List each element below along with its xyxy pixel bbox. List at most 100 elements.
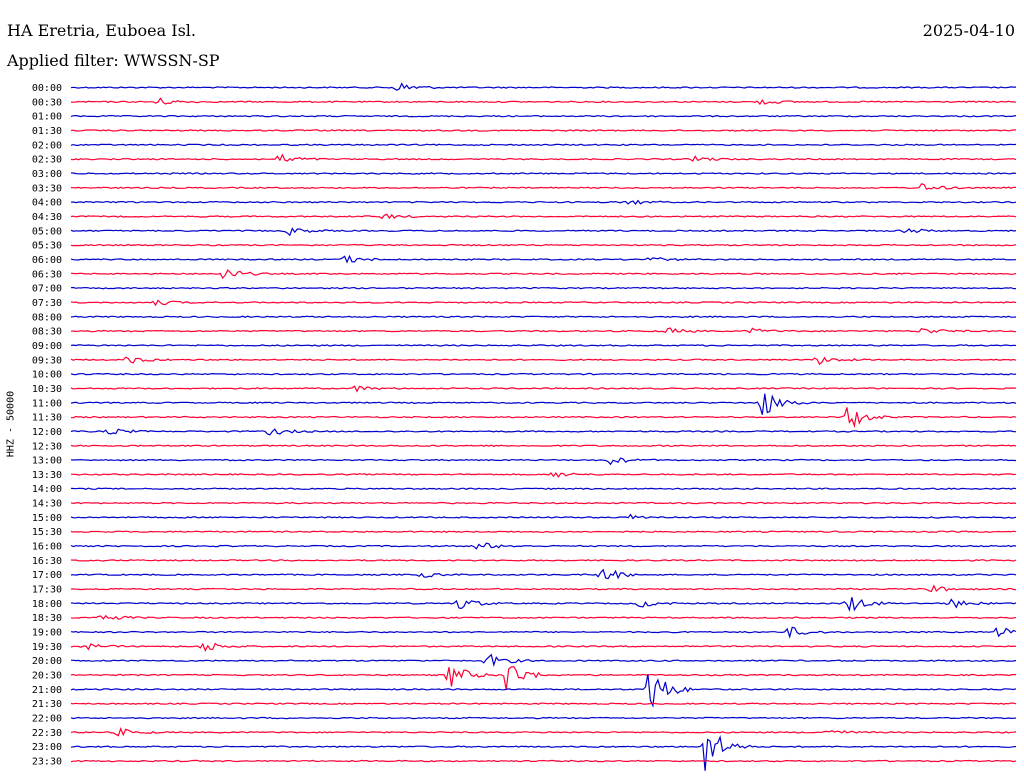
seismic-trace-row: [70, 501, 1017, 505]
seismic-trace-row: [70, 428, 1017, 436]
seismic-trace-row: [70, 642, 1017, 653]
seismic-trace-row: [70, 183, 1017, 190]
seismic-trace-row: [70, 372, 1017, 376]
row-time-label: 13:30: [32, 470, 62, 481]
seismic-trace-row: [70, 559, 1017, 562]
seismic-trace-row: [70, 702, 1017, 705]
seismic-trace-row: [70, 269, 1017, 280]
row-time-label: 19:00: [32, 628, 62, 639]
seismic-trace-row: [70, 597, 1017, 612]
seismic-trace-row: [70, 153, 1017, 162]
row-time-label: 12:00: [32, 427, 62, 438]
row-time-label: 01:00: [32, 112, 62, 123]
seismic-trace-row: [70, 356, 1017, 366]
seismic-trace-row: [70, 487, 1017, 490]
row-time-label: 15:00: [32, 513, 62, 524]
seismic-trace-row: [70, 82, 1016, 91]
row-time-label: 00:00: [32, 83, 62, 94]
seismic-trace-row: [70, 457, 1017, 466]
row-time-label: 05:30: [32, 241, 62, 252]
seismic-trace-row: [70, 626, 1017, 639]
seismic-trace-row: [70, 227, 1017, 237]
row-time-label: 21:00: [32, 685, 62, 696]
seismic-trace-row: [70, 243, 1017, 247]
row-time-label: 13:00: [32, 456, 62, 467]
row-time-label: 20:00: [32, 656, 62, 667]
seismic-trace-row: [70, 393, 1017, 415]
row-time-label: 01:30: [32, 126, 62, 137]
row-time-label: 17:00: [32, 570, 62, 581]
row-time-label: 08:00: [32, 312, 62, 323]
seismic-trace-row: [70, 727, 1017, 737]
row-time-label: 07:30: [32, 298, 62, 309]
seismic-trace-row: [70, 759, 1017, 763]
seismic-trace-row: [70, 665, 1017, 690]
seismic-trace-row: [70, 143, 1017, 147]
row-time-label: 08:30: [32, 327, 62, 338]
row-time-label: 18:00: [32, 599, 62, 610]
row-time-label: 03:00: [32, 169, 62, 180]
seismic-trace-row: [70, 614, 1017, 620]
row-time-label: 14:00: [32, 484, 62, 495]
seismic-trace-row: [70, 407, 1017, 429]
row-time-label: 18:30: [32, 613, 62, 624]
row-time-label: 06:30: [32, 269, 62, 280]
seismic-trace-row: [70, 530, 1017, 533]
row-time-label: 10:30: [32, 384, 62, 395]
seismic-trace-row: [70, 653, 1017, 668]
row-time-label: 14:30: [32, 499, 62, 510]
seismic-trace-row: [70, 716, 1017, 720]
row-time-label: 10:00: [32, 370, 62, 381]
seismic-trace-row: [71, 172, 1017, 175]
seismic-trace-row: [70, 584, 1017, 593]
row-time-label: 16:00: [32, 542, 62, 553]
row-time-label: 04:00: [32, 198, 62, 209]
seismic-trace-row: [70, 199, 1017, 205]
row-time-label: 15:30: [32, 527, 62, 538]
date-label: 2025-04-10: [922, 21, 1015, 40]
seismic-trace-row: [70, 674, 1017, 708]
row-time-label: 22:30: [32, 728, 62, 739]
row-time-label: 05:00: [32, 226, 62, 237]
seismic-trace-row: [70, 213, 1017, 220]
row-time-label: 20:30: [32, 671, 62, 682]
row-time-label: 11:00: [32, 398, 62, 409]
row-time-label: 07:00: [32, 284, 62, 295]
seismic-trace-row: [70, 542, 1017, 550]
row-time-label: 06:00: [32, 255, 62, 266]
seismic-trace-row: [70, 344, 1017, 347]
seismic-trace-row: [70, 327, 1017, 334]
row-time-label: 09:30: [32, 355, 62, 366]
seismic-trace-row: [70, 513, 1017, 520]
row-time-label: 19:30: [32, 642, 62, 653]
seismic-trace-row: [70, 568, 1017, 580]
row-time-label: 16:30: [32, 556, 62, 567]
station-title: HA Eretria, Euboea Isl.: [7, 21, 196, 40]
seismic-trace-row: [70, 734, 1017, 771]
row-time-label: 04:30: [32, 212, 62, 223]
row-time-label: 09:00: [32, 341, 62, 352]
row-time-label: 23:00: [32, 742, 62, 753]
row-time-label: 00:30: [32, 97, 62, 108]
seismic-trace-row: [70, 315, 1017, 319]
seismic-trace-row: [70, 129, 1017, 132]
row-time-label: 17:30: [32, 585, 62, 596]
row-time-label: 11:30: [32, 413, 62, 424]
filter-label: Applied filter: WWSSN-SP: [7, 51, 220, 70]
seismic-trace-row: [70, 385, 1016, 393]
seismic-trace-row: [70, 114, 1017, 118]
seismic-trace-row: [70, 471, 1017, 478]
seismic-trace-row: [70, 254, 1016, 264]
row-time-label: 02:00: [32, 140, 62, 151]
row-time-label: 02:30: [32, 155, 62, 166]
seismic-trace-row: [70, 97, 1017, 106]
row-time-label: 23:30: [32, 757, 62, 768]
seismic-trace-row: [70, 286, 1017, 290]
row-time-label: 03:30: [32, 183, 62, 194]
row-time-label: 21:30: [32, 699, 62, 710]
row-time-label: 22:00: [32, 714, 62, 725]
row-time-label: 12:30: [32, 441, 62, 452]
seismic-trace-row: [70, 444, 1017, 447]
seismic-trace-row: [70, 299, 1017, 307]
